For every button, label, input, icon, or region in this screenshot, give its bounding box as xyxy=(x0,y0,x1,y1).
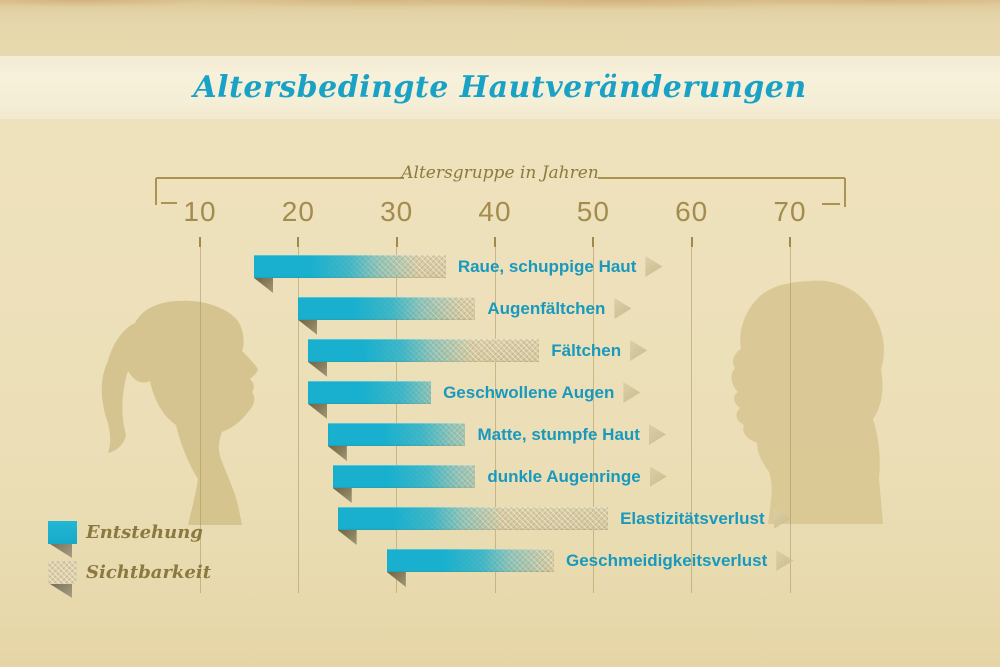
axis-bracket-right xyxy=(844,178,846,207)
arrow-right-icon xyxy=(630,340,648,361)
bar-label: Raue, schuppige Haut xyxy=(457,256,637,276)
bar-label: Fältchen xyxy=(551,340,622,360)
axis-tick-label: 50 xyxy=(576,196,610,227)
bar-row: Augenfältchen xyxy=(298,297,632,335)
arrow-right-icon xyxy=(773,508,791,529)
page-title: Altersbedingte Hautveränderungen xyxy=(193,70,807,105)
decade-gridline xyxy=(199,240,201,593)
young-woman-silhouette xyxy=(101,300,259,525)
bar-row: Geschmeidigkeitsverlust xyxy=(386,549,794,587)
legend-item-sichtbarkeit: Sichtbarkeit xyxy=(48,561,212,598)
decade-tickmark xyxy=(297,237,300,247)
range-bar xyxy=(308,381,432,419)
axis-tick-label: 70 xyxy=(773,196,807,227)
axis-tick-label: 10 xyxy=(183,196,217,227)
bar-row: Fältchen xyxy=(308,339,648,377)
axis-title: Altersgruppe in Jahren xyxy=(401,163,599,183)
bar-row: Geschwollene Augen xyxy=(308,381,641,419)
decade-tickmark xyxy=(690,237,693,247)
axis-bracket-right-tick xyxy=(822,203,840,205)
decade-gridline xyxy=(691,240,693,593)
arrow-right-icon xyxy=(649,466,667,487)
arrow-right-icon xyxy=(776,550,794,571)
decade-tickmark xyxy=(494,237,496,247)
title-band: Altersbedingte Hautveränderungen xyxy=(0,55,1000,120)
bar-label: Augenfältchen xyxy=(487,298,606,318)
decade-tickmark xyxy=(199,237,201,247)
axis-header-line-left xyxy=(156,177,404,179)
decade-gridline xyxy=(297,240,299,593)
axis-tick-label: 20 xyxy=(281,196,315,227)
range-bar xyxy=(332,465,476,503)
bar-row: Raue, schuppige Haut xyxy=(254,255,663,293)
axis-tick-label: 30 xyxy=(380,196,414,227)
bar-label: Matte, stumpfe Haut xyxy=(477,424,640,444)
range-bar xyxy=(254,255,446,293)
legend-swatch-entstehung xyxy=(48,521,77,558)
arrow-right-icon xyxy=(623,382,641,403)
decade-gridline xyxy=(789,240,791,593)
legend-swatch-sichtbarkeit xyxy=(48,561,77,598)
decade-tickmark xyxy=(592,237,595,247)
bar-row: Elastizitätsverlust xyxy=(337,507,791,545)
arrow-right-icon xyxy=(648,424,666,445)
bar-label: dunkle Augenringe xyxy=(487,466,641,486)
axis-bracket-left-tick xyxy=(161,202,177,204)
axis-bracket-left xyxy=(155,178,157,205)
decade-gridline xyxy=(592,240,594,593)
decade-gridline xyxy=(494,240,496,593)
axis-tick-label: 60 xyxy=(675,196,709,227)
bar-row: Matte, stumpfe Haut xyxy=(327,423,666,461)
axis-header-line-right xyxy=(598,177,845,179)
bar-label: Geschwollene Augen xyxy=(443,382,615,402)
arrow-right-icon xyxy=(645,256,663,277)
range-bar xyxy=(298,297,476,335)
top-parchment-band xyxy=(0,0,1000,55)
legend-label: Sichtbarkeit xyxy=(86,562,212,583)
axis-tick-label: 40 xyxy=(478,196,512,227)
range-bar xyxy=(327,423,466,461)
bar-label: Geschmeidigkeitsverlust xyxy=(565,550,768,570)
legend-label: Entstehung xyxy=(86,522,203,543)
range-bar xyxy=(386,549,554,587)
decade-gridline xyxy=(396,240,398,593)
range-bar xyxy=(308,339,540,377)
range-bar xyxy=(337,507,609,545)
elderly-woman-silhouette xyxy=(731,280,884,524)
bar-label: Elastizitätsverlust xyxy=(620,508,765,528)
decade-tickmark xyxy=(789,237,791,247)
bar-row: dunkle Augenringe xyxy=(332,465,667,503)
legend-item-entstehung: Entstehung xyxy=(48,521,203,558)
arrow-right-icon xyxy=(614,298,632,319)
decade-tickmark xyxy=(395,237,398,247)
